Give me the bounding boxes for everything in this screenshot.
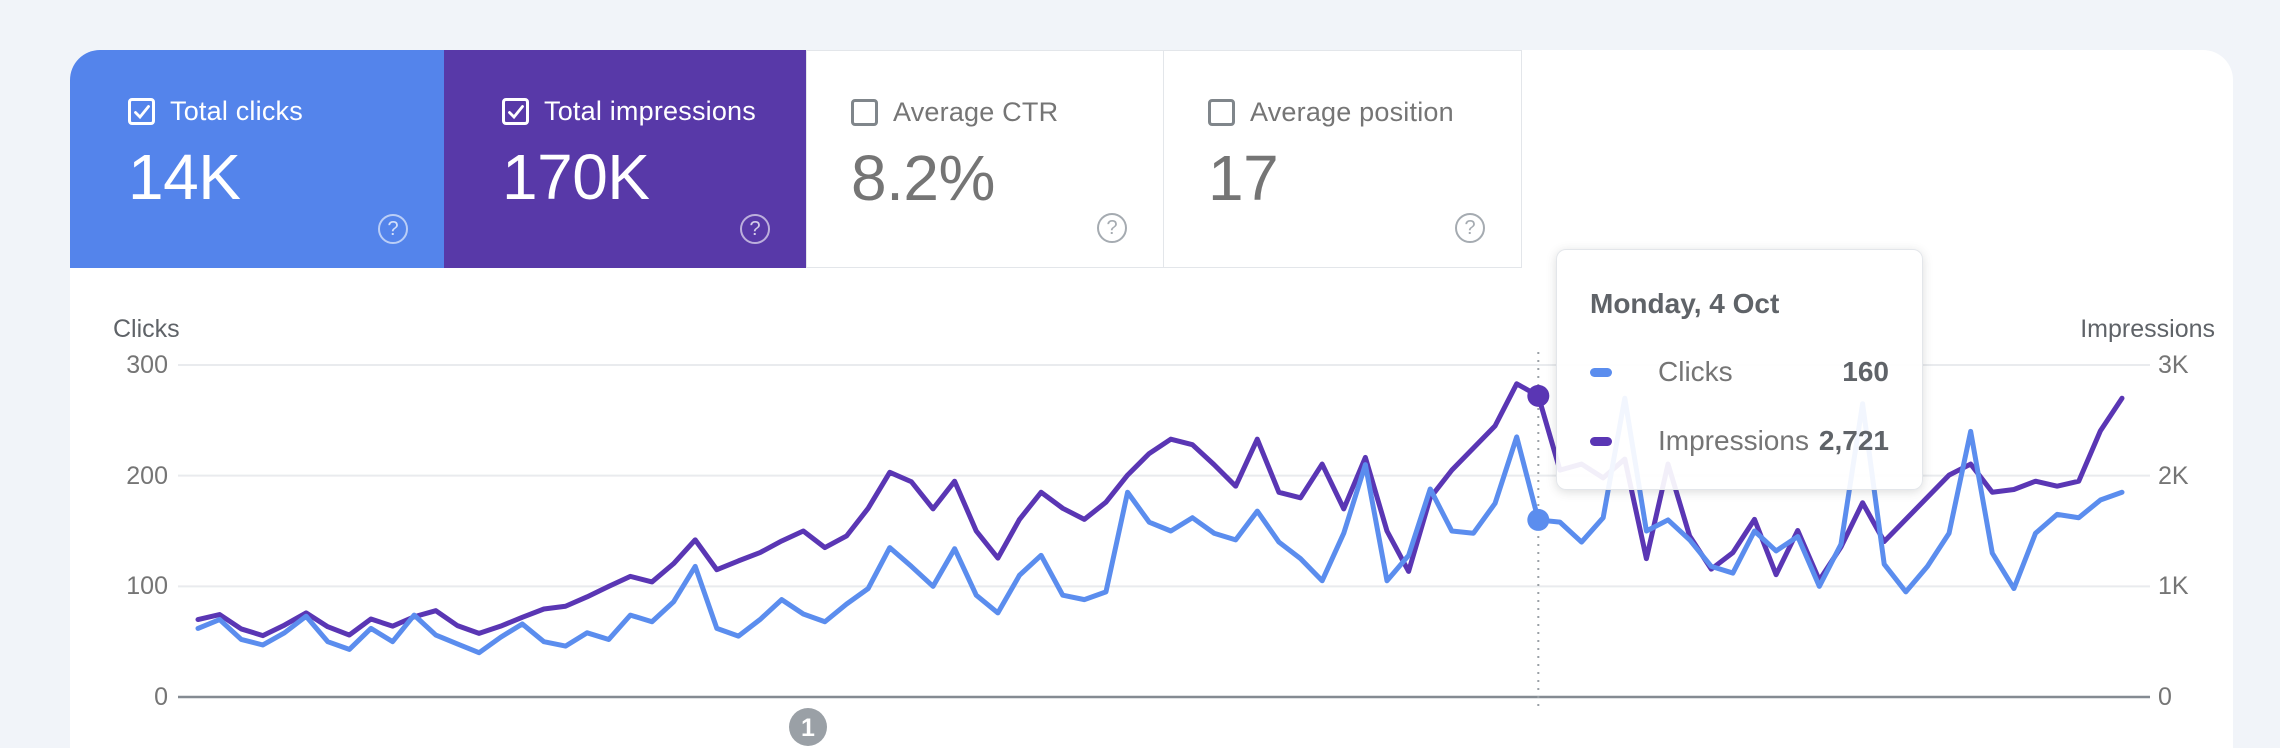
- help-icon[interactable]: ?: [740, 214, 770, 244]
- metric-card-header: Average CTR: [851, 97, 1058, 128]
- left-axis-tick: 0: [154, 683, 168, 711]
- help-icon[interactable]: ?: [1455, 213, 1485, 243]
- right-axis-tick: 1K: [2158, 572, 2189, 601]
- tooltip-row-impressions: Impressions 2,721: [1590, 424, 1889, 458]
- help-icon[interactable]: ?: [378, 214, 408, 244]
- tooltip-series-value: 160: [1842, 356, 1889, 387]
- left-axis-tick: 200: [126, 461, 168, 490]
- checkbox-unchecked-icon[interactable]: [1208, 99, 1235, 126]
- annotation-marker-1[interactable]: 1: [789, 708, 827, 746]
- metric-card-label: Total clicks: [170, 96, 303, 126]
- annotation-marker-label: 1: [801, 714, 815, 742]
- tooltip-series-label: Impressions: [1658, 425, 1809, 456]
- right-axis-tick: 3K: [2158, 351, 2189, 379]
- metric-card-label: Average position: [1250, 97, 1454, 127]
- tooltip-series-value: 2,721: [1818, 425, 1889, 456]
- left-axis-title: Clicks: [113, 315, 180, 343]
- checkbox-checked-icon[interactable]: [502, 98, 529, 125]
- metric-card-average-position[interactable]: Average position 17 ?: [1164, 50, 1522, 268]
- metric-card-value: 8.2%: [851, 142, 995, 214]
- metric-card-header: Total clicks: [128, 96, 303, 127]
- tooltip-series-label: Clicks: [1658, 356, 1733, 387]
- metric-card-total-impressions[interactable]: Total impressions 170K ?: [444, 50, 806, 268]
- tooltip-row-clicks: Clicks 160: [1590, 355, 1889, 389]
- metric-card-label: Average CTR: [893, 97, 1059, 127]
- metric-card-average-ctr[interactable]: Average CTR 8.2% ?: [806, 50, 1164, 268]
- metric-card-header: Average position: [1208, 97, 1454, 128]
- left-axis-tick: 300: [126, 351, 168, 379]
- metric-card-value: 17: [1208, 142, 1279, 214]
- right-axis-tick: 0: [2158, 683, 2172, 711]
- clicks-series-swatch-icon: [1590, 367, 1612, 377]
- right-axis-title: Impressions: [2080, 315, 2215, 343]
- metric-card-total-clicks[interactable]: Total clicks 14K ?: [70, 50, 444, 268]
- chart-hover-tooltip: Monday, 4 Oct Clicks 160 Impressions 2,7…: [1556, 249, 1923, 490]
- impressions-series-swatch-icon: [1590, 436, 1612, 446]
- right-axis-tick: 2K: [2158, 461, 2189, 490]
- metric-card-header: Total impressions: [502, 96, 756, 127]
- metric-card-value: 170K: [502, 141, 650, 213]
- left-axis-tick: 100: [126, 572, 168, 601]
- tooltip-date: Monday, 4 Oct: [1590, 288, 1780, 319]
- metric-cards-row: Total clicks 14K ? Total impressions 170…: [70, 50, 1522, 268]
- metric-card-value: 14K: [128, 141, 241, 213]
- checkbox-unchecked-icon[interactable]: [851, 99, 878, 126]
- help-icon[interactable]: ?: [1097, 213, 1127, 243]
- metric-card-label: Total impressions: [544, 96, 756, 126]
- checkbox-checked-icon[interactable]: [128, 98, 155, 125]
